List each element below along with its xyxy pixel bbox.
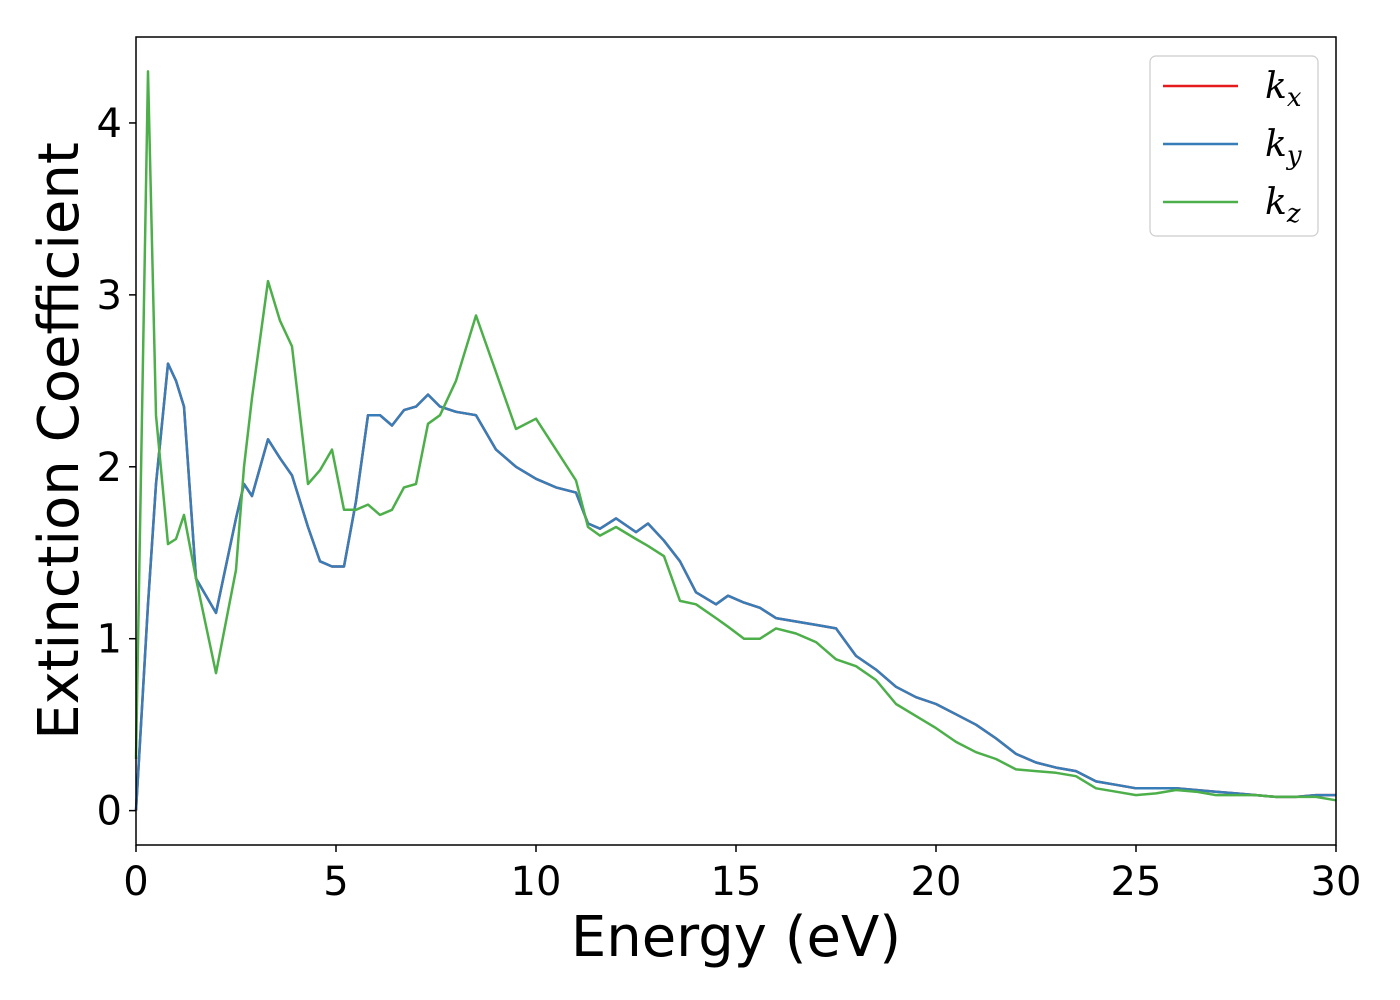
legend-sub-z: z: [1286, 199, 1301, 229]
series-line-y: [134, 362, 1336, 811]
series-line-x: [134, 362, 1336, 811]
x-tick-label: 10: [511, 859, 562, 905]
legend-label-y: ky: [1265, 124, 1302, 171]
x-axis-ticks: 0 5 10 15 20 25 30: [123, 845, 1361, 905]
series-layer: [134, 70, 1337, 811]
y-axis-label: Extinction Coefficient: [27, 142, 92, 740]
x-tick-label: 0: [123, 859, 148, 905]
x-tick-label: 20: [911, 859, 962, 905]
y-tick-label: 2: [97, 445, 122, 491]
legend-sub-x: x: [1287, 83, 1302, 113]
series-line-z: [134, 70, 1337, 802]
legend-label-x: kx: [1265, 66, 1302, 113]
y-tick-label: 4: [97, 101, 122, 147]
y-tick-label: 3: [97, 273, 122, 319]
legend-box: [1149, 55, 1319, 237]
x-tick-label: 15: [711, 859, 762, 905]
y-tick-label: 1: [97, 617, 122, 663]
y-axis-ticks: 0 1 2 3 4: [97, 101, 136, 835]
legend-sub-y: y: [1286, 141, 1302, 171]
legend: kx ky kz: [1149, 55, 1319, 237]
x-tick-label: 30: [1311, 859, 1362, 905]
y-tick-label: 0: [97, 789, 122, 835]
x-tick-label: 5: [323, 859, 348, 905]
x-tick-label: 25: [1111, 859, 1162, 905]
x-axis-label: Energy (eV): [571, 905, 901, 970]
